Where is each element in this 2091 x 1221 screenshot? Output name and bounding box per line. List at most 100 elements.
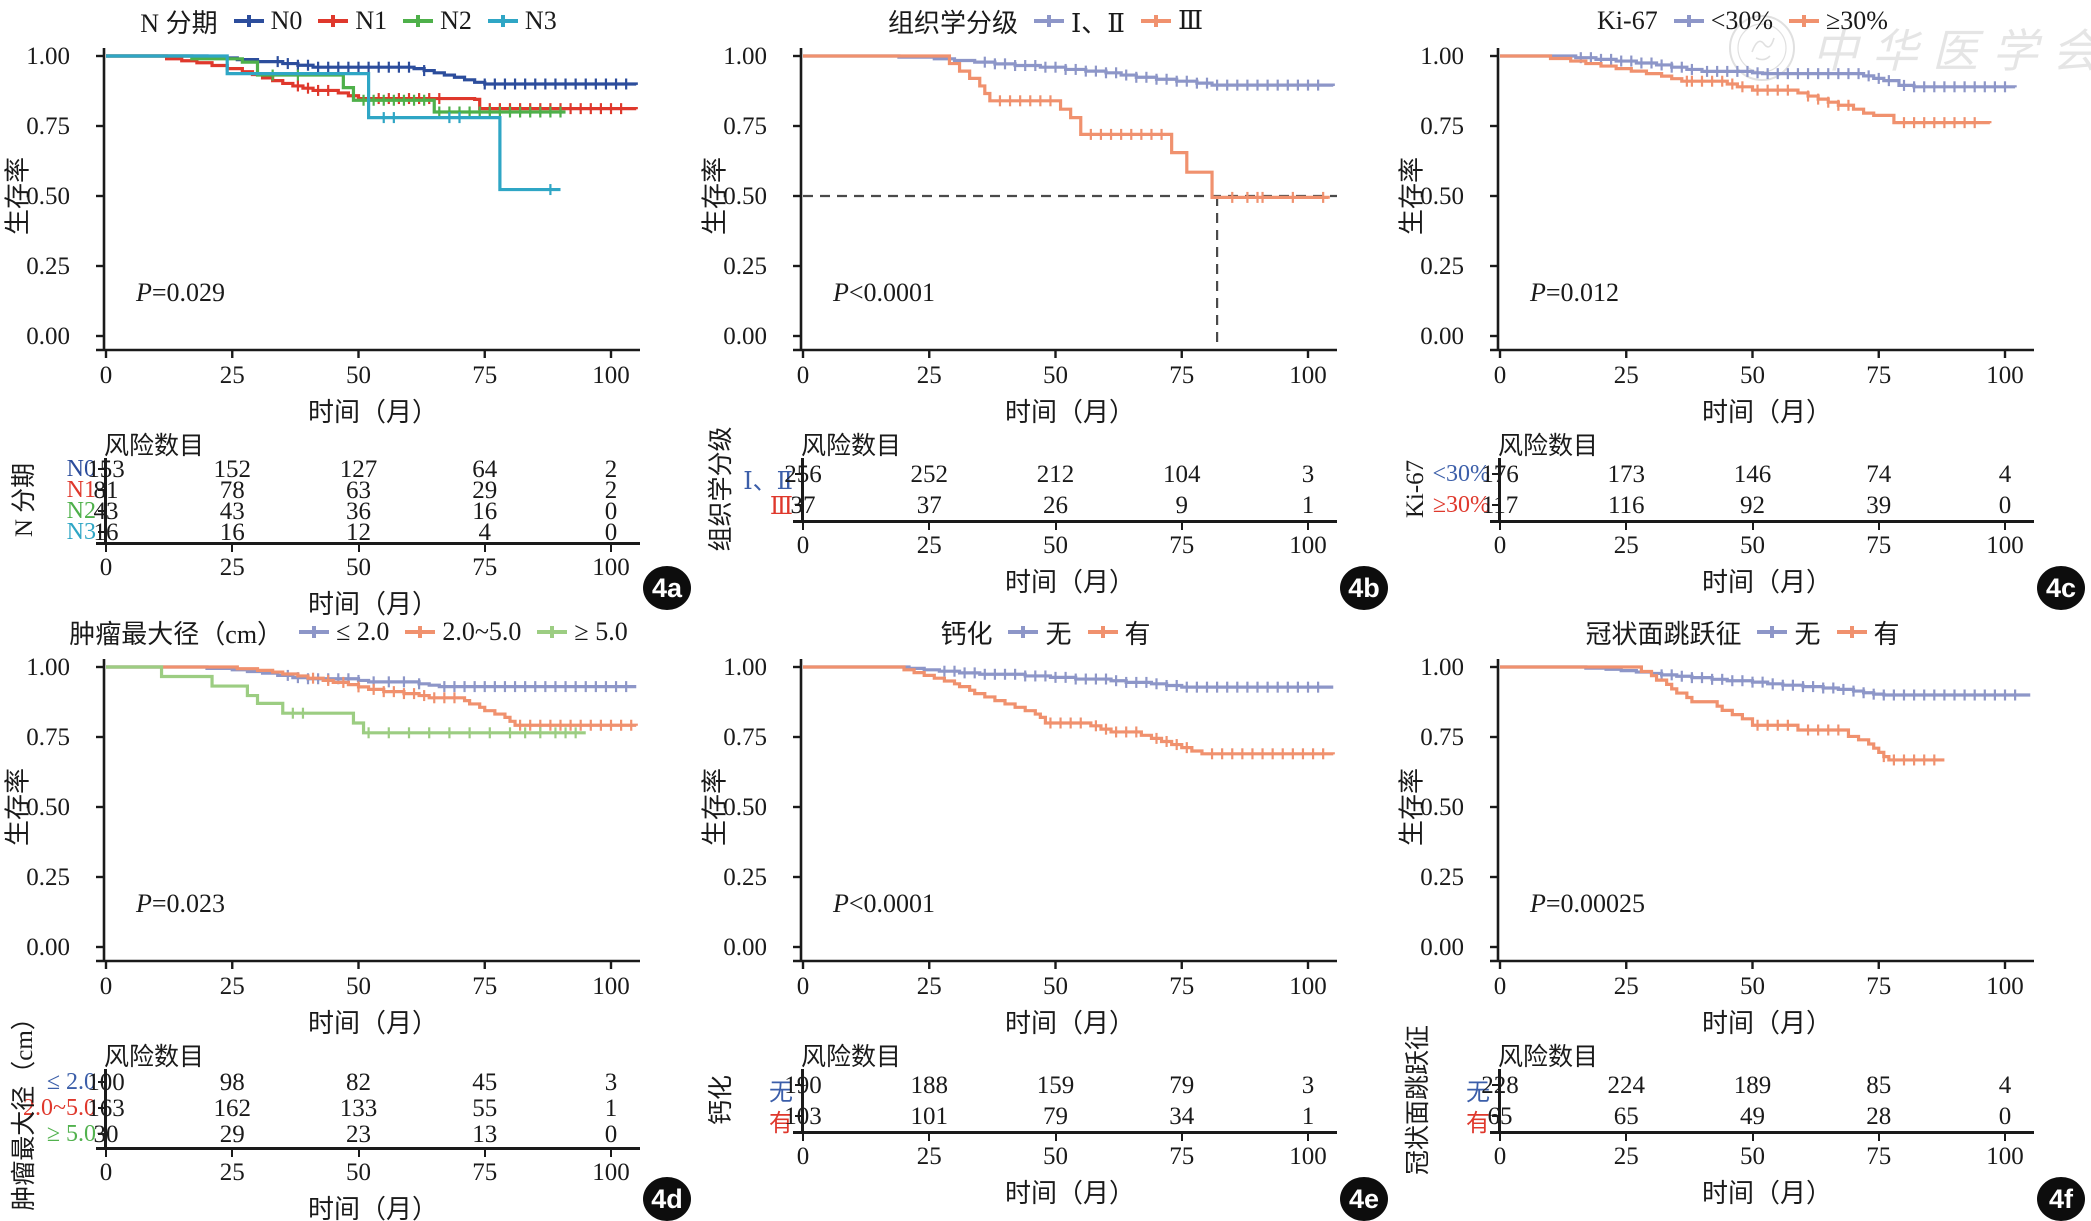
survival-curve-<30%	[1500, 54, 2017, 89]
risk-count: 39	[1866, 491, 1892, 519]
risk-axis-title: 组织学分级	[708, 426, 735, 552]
risk-count: 146	[1733, 460, 1772, 488]
risk-x-tick-mark	[357, 1149, 360, 1157]
risk-count: 82	[346, 1069, 371, 1096]
risk-table-title: 风险数目	[801, 433, 902, 460]
risk-x-tick-label: 75	[472, 554, 498, 581]
x-tick-label: 50	[346, 973, 371, 1000]
risk-count: 81	[93, 476, 119, 504]
legend-entry-label: 2.0~5.0	[442, 617, 522, 646]
survival-curve-≥ 5.0	[106, 665, 586, 735]
panel-4d: 肿瘤最大径（cm） ≤ 2.0 2.0~5.0 ≥ 5.0 生存率 1.00 0.75 0.5…	[0, 611, 697, 1221]
legend-entry: ≤ 2.0	[299, 617, 389, 647]
risk-table: 风险数目 <30% 176 173 146 74 4 ≥30% 117 116 92 39 0 0 25 50…	[1394, 426, 2091, 610]
plot-area: 生存率 1.00 0.75 0.50 0.25 0.00 P=0.023 0 25 50 75 100…	[0, 653, 697, 1038]
risk-x-tick-mark	[1751, 522, 1754, 530]
legend-line-icon	[487, 15, 518, 27]
risk-x-tick-label: 50	[1740, 532, 1765, 559]
risk-x-tick-mark	[1180, 1133, 1183, 1141]
panel-4e: 钙化无有生存率 1.00 0.75 0.50 0.25 0.00 P<0.0001 0 25 50…	[697, 611, 1394, 1221]
risk-x-tick-label: 100	[592, 554, 630, 581]
y-tick-label: 0.75	[26, 724, 70, 751]
risk-row-label: ≥ 5.0	[46, 1121, 96, 1147]
p-value: P=0.029	[136, 278, 225, 308]
x-tick-label: 75	[1866, 362, 1892, 389]
risk-table: 风险数目无 190 188 159 79 3 有 103 101 79 34 1 0 25 50 75 100 时…	[697, 1037, 1394, 1221]
risk-axis-vline	[801, 1069, 804, 1131]
y-tick-label: 0.00	[723, 934, 767, 961]
risk-count: 78	[219, 476, 245, 504]
legend-entry: <30%	[1673, 6, 1773, 36]
risk-count: 0	[604, 497, 618, 525]
risk-axis-title: N 分期	[11, 462, 38, 538]
risk-row-label: 有	[769, 1110, 793, 1137]
risk-count: 256	[784, 460, 822, 488]
y-tick-label: 0.50	[723, 794, 767, 821]
y-tick-label: 0.00	[1420, 323, 1464, 350]
y-tick-label: 1.00	[1420, 654, 1464, 681]
legend-entry: Ⅰ、Ⅱ	[1033, 3, 1125, 40]
risk-x-tick-mark	[1054, 522, 1057, 530]
risk-row-tick	[795, 1114, 801, 1117]
risk-count: 189	[1733, 1071, 1772, 1099]
p-value: P<0.0001	[833, 889, 935, 919]
km-plot	[793, 659, 1337, 969]
legend-line-icon	[1087, 626, 1118, 638]
y-tick-label: 0.75	[723, 724, 767, 751]
risk-x-tick-mark	[802, 522, 805, 530]
x-tick-label: 25	[219, 973, 245, 1000]
risk-x-tick-label: 0	[796, 532, 810, 559]
legend-entry: ≥ 5.0	[537, 617, 628, 647]
risk-x-tick-mark	[1625, 1133, 1628, 1141]
legend-line-icon	[403, 15, 434, 27]
risk-count: 98	[219, 1069, 245, 1096]
risk-count: 16	[219, 518, 245, 546]
risk-row-label: <30%	[1432, 460, 1490, 487]
risk-x-tick-mark	[2004, 522, 2007, 530]
panel-badge: 4d	[643, 1177, 691, 1221]
risk-count: 153	[87, 455, 125, 483]
legend-line-icon	[405, 626, 436, 638]
risk-table-title: 风险数目	[1498, 1044, 1599, 1071]
x-tick-label: 50	[346, 362, 371, 389]
km-plot	[793, 48, 1337, 358]
x-tick-label: 75	[1169, 973, 1195, 1000]
legend-plus-icon	[1153, 15, 1158, 27]
x-axis-title: 时间（月）	[307, 398, 438, 427]
risk-x-tick-label: 0	[99, 554, 113, 581]
x-tick-label: 50	[1043, 973, 1068, 1000]
panel-badge: 4e	[1340, 1177, 1388, 1221]
risk-count: 101	[910, 1102, 949, 1130]
legend-title: Ki-67	[1597, 6, 1658, 35]
risk-row-tick	[98, 530, 104, 533]
survival-curve-≤ 2.0	[106, 665, 637, 689]
risk-count: 0	[1998, 1102, 2012, 1130]
panel-4a: N 分期 N0 N1 N2 N3 生存率 1.00 0.75 0.50 0.25 0.00 P=0.0…	[0, 0, 697, 619]
legend: 肿瘤最大径（cm） ≤ 2.0 2.0~5.0 ≥ 5.0	[0, 611, 697, 653]
km-plot	[1490, 48, 2034, 358]
risk-count: 3	[604, 1069, 618, 1096]
risk-x-tick-mark	[1307, 522, 1310, 530]
x-tick-label: 25	[1613, 362, 1639, 389]
risk-count: 16	[93, 518, 119, 546]
panel-4b: 组织学分级 Ⅰ、Ⅱ Ⅲ 生存率 1.00 0.75 0.50 0.25 0.00 P<0.0001…	[697, 0, 1394, 610]
risk-x-tick-mark	[2004, 1133, 2007, 1141]
risk-row-tick	[98, 1133, 104, 1136]
legend-plus-icon	[416, 15, 421, 27]
x-tick-label: 100	[1986, 973, 2024, 1000]
risk-axis-vline	[104, 458, 107, 542]
x-tick-label: 25	[1613, 973, 1639, 1000]
p-symbol: P	[1530, 889, 1546, 918]
x-tick-label: 75	[472, 362, 498, 389]
legend-entry: 有	[1836, 614, 1900, 651]
risk-x-tick-label: 50	[1740, 1143, 1765, 1170]
risk-count: 1	[604, 1095, 618, 1122]
risk-x-tick-label: 25	[219, 1159, 245, 1186]
risk-row-label: Ⅲ	[769, 493, 793, 520]
risk-x-tick-label: 100	[1986, 1143, 2024, 1170]
risk-count: 1	[1301, 1102, 1315, 1130]
risk-x-tick-mark	[357, 544, 360, 552]
legend-line-icon	[1140, 15, 1171, 27]
legend-title: 肿瘤最大径（cm）	[69, 619, 284, 649]
